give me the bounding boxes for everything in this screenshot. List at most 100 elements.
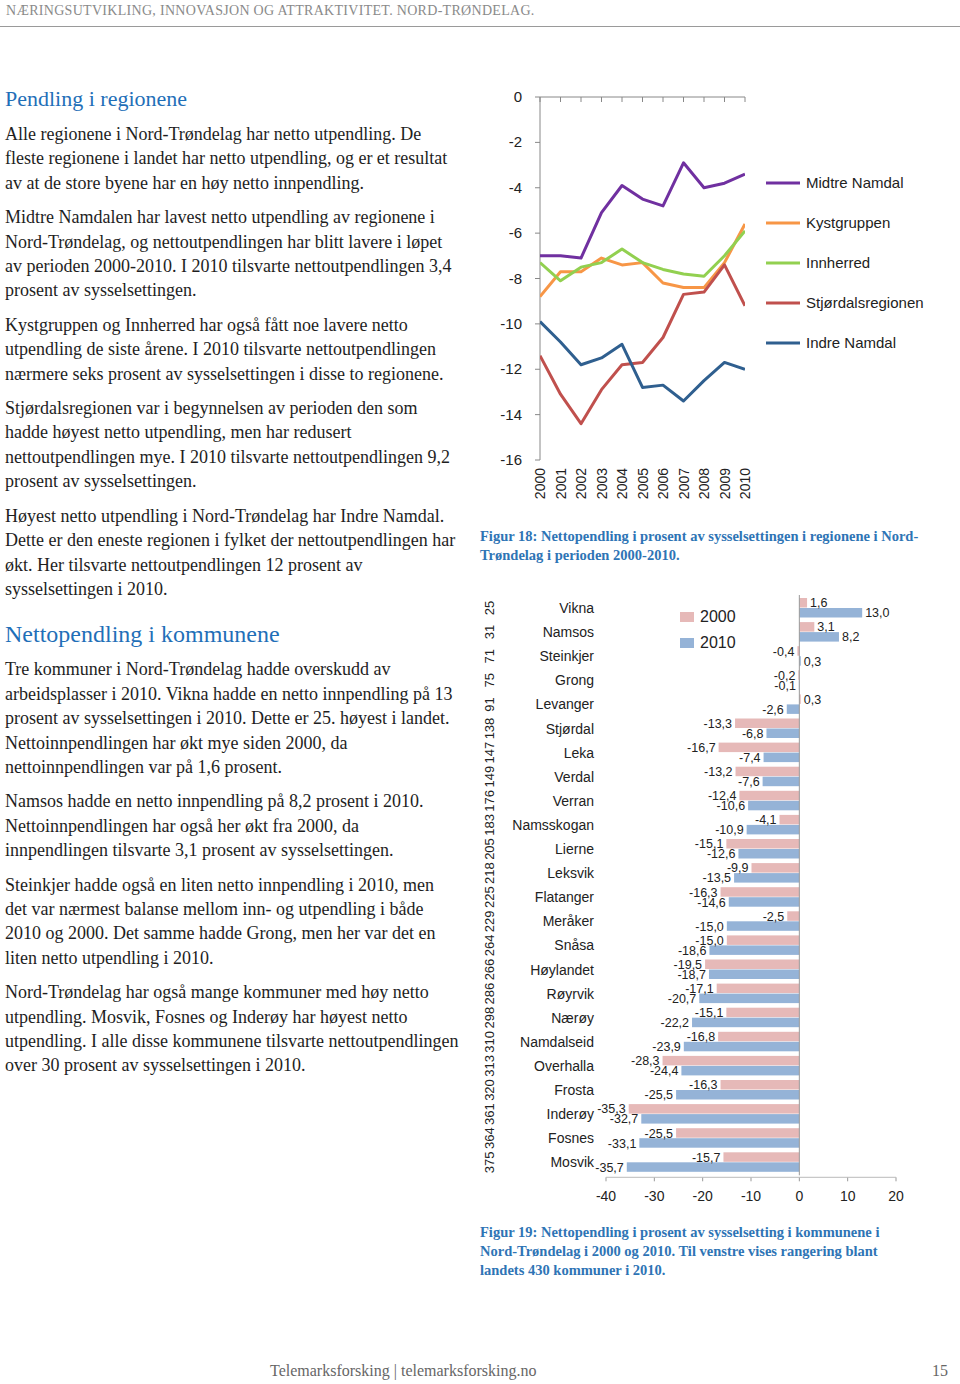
rank-label: 364 xyxy=(482,1127,497,1149)
data-label: -18,7 xyxy=(677,968,706,982)
rank-label: 31 xyxy=(482,625,497,639)
data-label: -13,2 xyxy=(704,765,733,779)
paragraph: Namsos hadde en netto innpendling på 8,2… xyxy=(5,789,460,862)
bar xyxy=(787,911,799,921)
x-tick xyxy=(799,1177,800,1181)
y-tick-label: -8 xyxy=(509,270,522,287)
x-tick-label: 2006 xyxy=(655,468,671,499)
bar xyxy=(717,984,800,994)
data-label: 1,6 xyxy=(810,596,827,610)
data-label: -32,7 xyxy=(610,1112,639,1126)
data-label: -20,7 xyxy=(668,992,697,1006)
bar xyxy=(629,1104,800,1114)
bar xyxy=(681,1066,799,1076)
bar xyxy=(721,887,800,897)
series-line xyxy=(540,265,745,424)
bar xyxy=(780,815,800,825)
x-tick-label: -20 xyxy=(693,1188,713,1204)
y-tick xyxy=(535,414,540,415)
rank-label: 25 xyxy=(482,601,497,615)
data-label: -15,1 xyxy=(695,1006,724,1020)
y-tick xyxy=(535,278,540,279)
bar xyxy=(764,753,800,763)
category-label: Leka xyxy=(564,745,595,761)
category-label: Namsos xyxy=(543,624,594,640)
y-tick xyxy=(535,97,540,98)
x-tick-label: 2003 xyxy=(594,468,610,499)
footer: Telemarksforsking | telemarksforsking.no xyxy=(270,1362,536,1380)
y-tick-label: -6 xyxy=(509,224,522,241)
category-label: Vikna xyxy=(559,600,594,616)
legend-label: 2000 xyxy=(700,608,736,625)
paragraph: Høyest netto utpendling i Nord-Trøndelag… xyxy=(5,504,460,602)
category-label: Verran xyxy=(553,793,594,809)
x-tick-label: 10 xyxy=(840,1188,856,1204)
x-tick-label: 2009 xyxy=(717,468,733,499)
data-label: -2,5 xyxy=(763,910,785,924)
y-tick-label: -12 xyxy=(500,360,522,377)
section-heading: Pendling i regionene xyxy=(5,84,460,114)
rank-label: 147 xyxy=(482,742,497,764)
paragraph: Alle regionene i Nord-Trøndelag har nett… xyxy=(5,122,460,195)
data-label: 8,2 xyxy=(842,630,859,644)
bar xyxy=(738,849,799,859)
x-tick xyxy=(581,97,582,102)
category-label: Flatanger xyxy=(535,889,594,905)
y-tick-label: -10 xyxy=(500,315,522,332)
rank-label: 205 xyxy=(482,838,497,860)
x-tick-label: 2010 xyxy=(737,468,753,499)
category-label: Meråker xyxy=(543,913,595,929)
data-label: -15,0 xyxy=(695,920,724,934)
data-label: -22,2 xyxy=(661,1016,690,1030)
category-label: Verdal xyxy=(554,769,594,785)
header-rule xyxy=(0,26,960,27)
category-label: Nærøy xyxy=(551,1010,594,1026)
bar xyxy=(787,704,800,714)
x-tick xyxy=(702,1177,703,1181)
legend-swatch xyxy=(680,612,694,622)
data-label: -15,7 xyxy=(692,1151,721,1165)
category-label: Inderøy xyxy=(547,1106,594,1122)
category-label: Høylandet xyxy=(530,962,594,978)
bar xyxy=(766,729,799,739)
data-label: -12,6 xyxy=(707,847,736,861)
x-tick-label: 2002 xyxy=(573,468,589,499)
data-label: -0,1 xyxy=(774,679,796,693)
paragraph: Midtre Namdalen har lavest netto utpendl… xyxy=(5,205,460,303)
bars-group xyxy=(627,598,862,1172)
data-label: 0,3 xyxy=(804,693,821,707)
x-tick xyxy=(560,97,561,102)
paragraph: Tre kommuner i Nord-Trøndelag hadde over… xyxy=(5,657,460,779)
category-label: Fosnes xyxy=(548,1130,594,1146)
legend-label: Indre Namdal xyxy=(806,334,896,351)
y-tick xyxy=(535,369,540,370)
rank-label: 361 xyxy=(482,1103,497,1125)
x-tick-label: -40 xyxy=(596,1188,616,1204)
data-label: -25,5 xyxy=(645,1127,674,1141)
x-tick xyxy=(751,1177,752,1181)
x-tick-label: 2001 xyxy=(553,468,569,499)
series-line xyxy=(540,322,745,401)
legend-label: Stjørdalsregionen xyxy=(806,294,924,311)
bar xyxy=(739,791,799,801)
bar xyxy=(727,935,800,945)
y-tick-label: -4 xyxy=(509,179,522,196)
data-label: -13,5 xyxy=(703,871,732,885)
series-line xyxy=(540,163,745,258)
bar xyxy=(676,1128,799,1138)
x-tick xyxy=(663,97,664,102)
legend-label: Innherred xyxy=(806,254,870,271)
bar xyxy=(729,897,800,907)
bar xyxy=(641,1114,799,1124)
rank-label: 138 xyxy=(482,718,497,740)
data-label: -14,6 xyxy=(697,896,726,910)
bar-chart: -40-30-20-1001020ViknaNamsosSteinkjerGro… xyxy=(482,595,904,1204)
data-label: -7,6 xyxy=(738,775,760,789)
rank-label: 229 xyxy=(482,910,497,932)
figure-caption: Figur 18: Nettopendling i prosent av sys… xyxy=(480,527,920,565)
legend-label: Midtre Namdal xyxy=(806,174,904,191)
x-axis xyxy=(606,1177,896,1178)
page: NÆRINGSUTVIKLING, INNOVASJON OG ATTRAKTI… xyxy=(0,0,960,1384)
series-line xyxy=(540,231,745,281)
x-tick-label: 2007 xyxy=(676,468,692,499)
